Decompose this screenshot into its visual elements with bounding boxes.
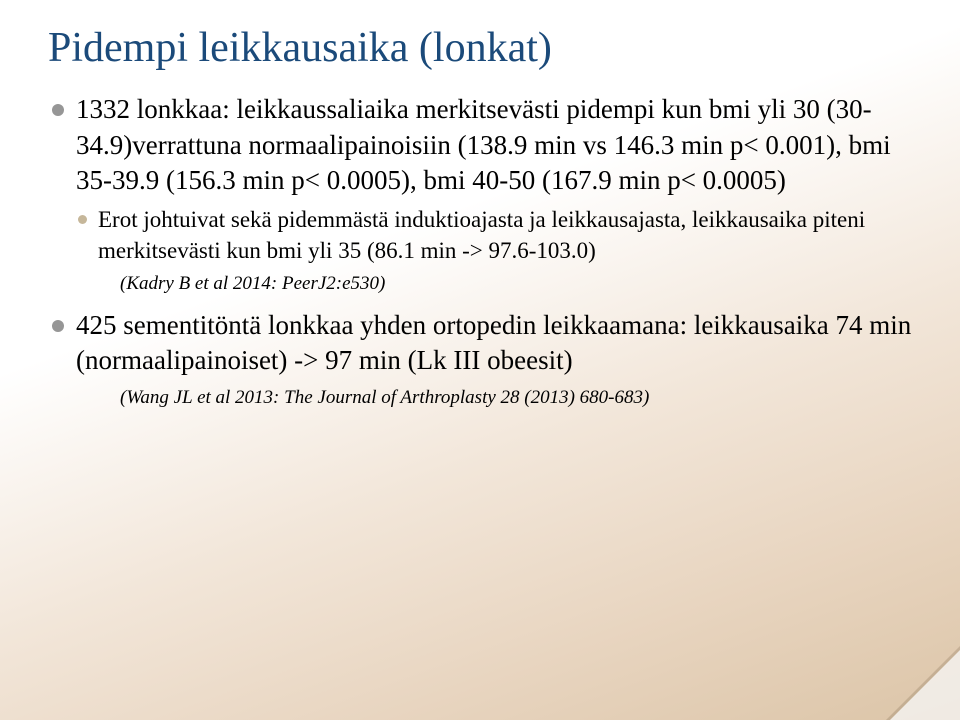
bullet-item-2: 425 sementitöntä lonkkaa yhden ortopedin… [48,308,912,410]
sub-bullet-1: Erot johtuivat sekä pidemmästä induktioa… [76,205,912,267]
nested-list-2: (Wang JL et al 2013: The Journal of Arth… [76,385,912,410]
bullet-item-1: 1332 lonkkaa: leikkaussaliaika merkitsev… [48,92,912,296]
bullet-list: 1332 lonkkaa: leikkaussaliaika merkitsev… [48,92,912,410]
slide-container: Pidempi leikkausaika (lonkat) 1332 lonkk… [0,0,960,720]
sub-bullet-text-1: Erot johtuivat sekä pidemmästä induktioa… [98,207,865,263]
bullet-text-2: 425 sementitöntä lonkkaa yhden ortopedin… [76,310,911,376]
page-fold-icon [890,650,960,720]
citation-1: (Kadry B et al 2014: PeerJ2:e530) [76,271,912,296]
citation-2: (Wang JL et al 2013: The Journal of Arth… [76,385,912,410]
bullet-text-1: 1332 lonkkaa: leikkaussaliaika merkitsev… [76,94,891,195]
slide-title: Pidempi leikkausaika (lonkat) [48,24,912,72]
nested-list-1: Erot johtuivat sekä pidemmästä induktioa… [76,205,912,296]
